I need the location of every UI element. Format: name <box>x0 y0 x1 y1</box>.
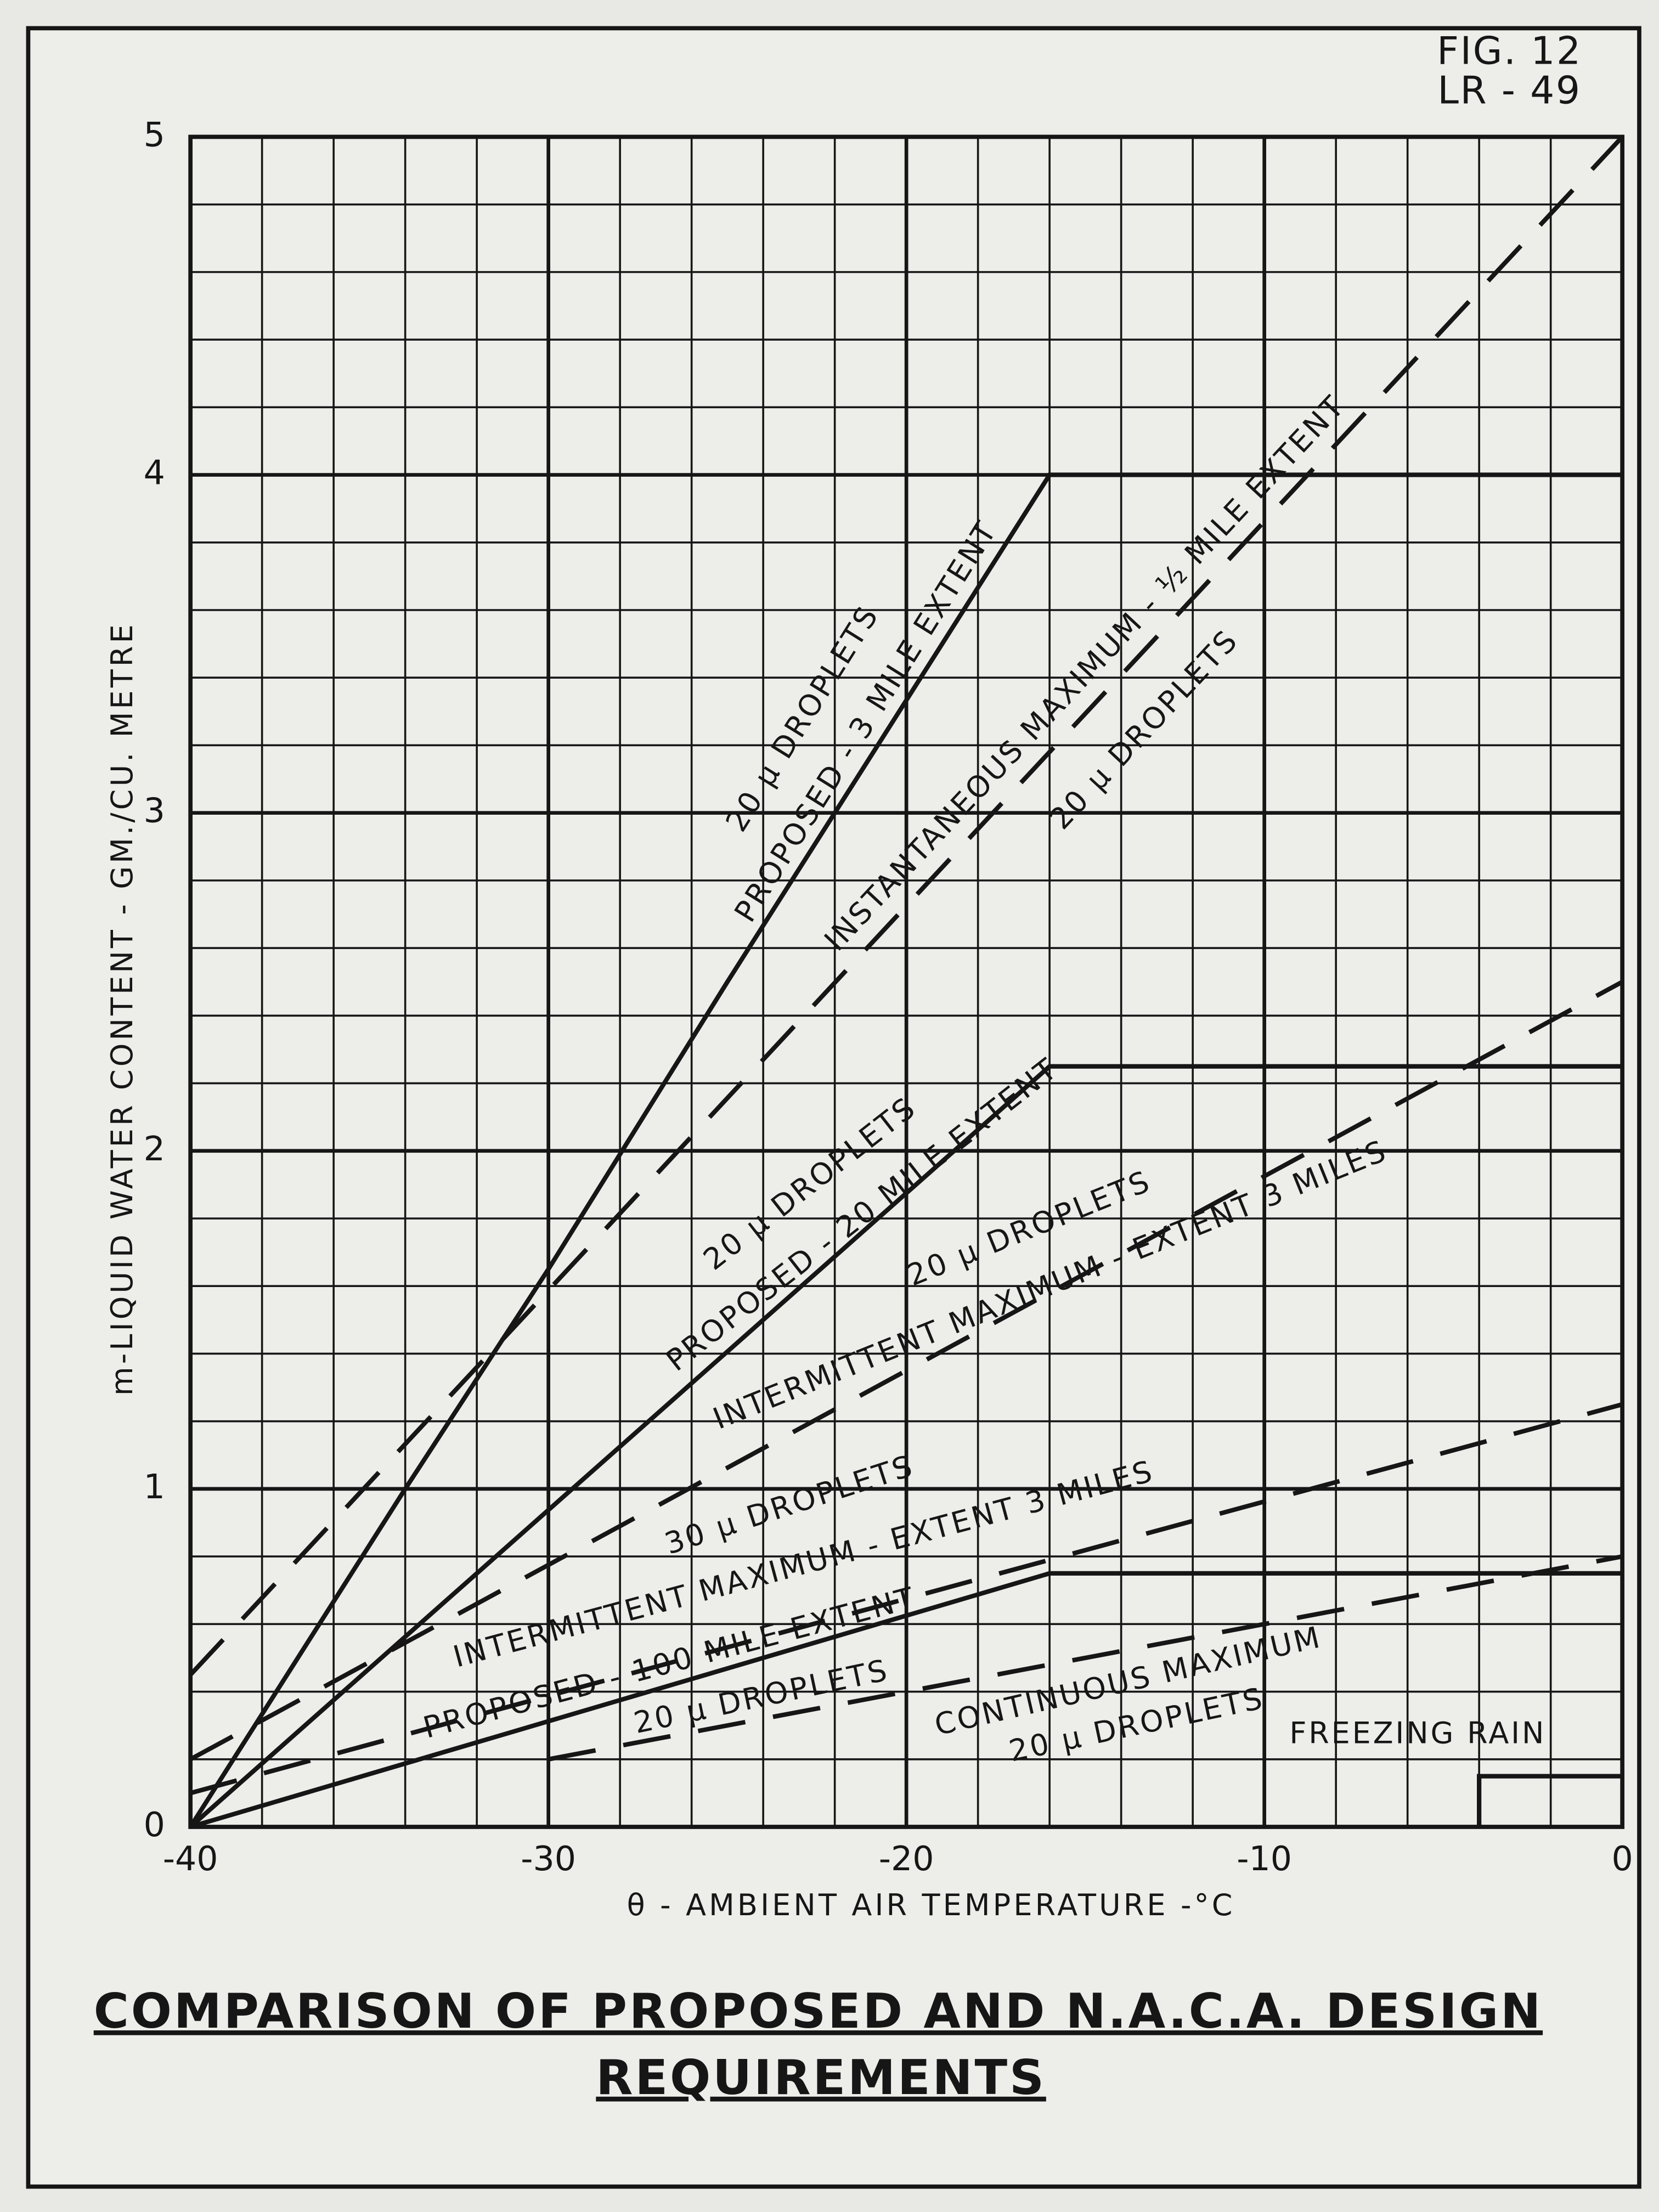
frame <box>26 26 1641 2189</box>
x-tick-label: -40 <box>163 1839 218 1878</box>
data-line <box>190 1402 1623 1796</box>
fig-label: FIG. 12 <box>1437 30 1582 74</box>
x-tick-label: -20 <box>879 1839 934 1878</box>
y-axis-label: m-LIQUID WATER CONTENT - GM./CU. METRE <box>105 622 139 1396</box>
x-tick-label: -10 <box>1237 1839 1292 1878</box>
data-line <box>189 1064 1623 1829</box>
y-tick-label: 2 <box>144 1129 165 1169</box>
fig-label: LR - 49 <box>1437 69 1581 113</box>
data-line <box>189 135 1624 1677</box>
annotation: FREEZING RAIN <box>1289 1716 1546 1750</box>
data-line <box>548 1554 1623 1762</box>
y-tick-label: 4 <box>144 453 165 493</box>
y-tick-label: 1 <box>144 1467 165 1506</box>
data-line <box>189 1571 1623 1829</box>
x-tick-label: 0 <box>1612 1839 1633 1878</box>
chart-title: REQUIREMENTS <box>596 2050 1046 2106</box>
y-tick-label: 0 <box>144 1805 165 1844</box>
data-line <box>1477 1774 1623 1827</box>
x-tick-label: -30 <box>521 1839 576 1878</box>
x-axis-label: θ - AMBIENT AIR TEMPERATURE -°C <box>627 1888 1235 1922</box>
y-tick-label: 3 <box>144 791 165 831</box>
chart-title: COMPARISON OF PROPOSED AND N.A.C.A. DESI… <box>94 1983 1543 2039</box>
data-line <box>189 980 1624 1762</box>
y-tick-label: 5 <box>144 115 165 155</box>
data-line <box>188 472 1623 1829</box>
